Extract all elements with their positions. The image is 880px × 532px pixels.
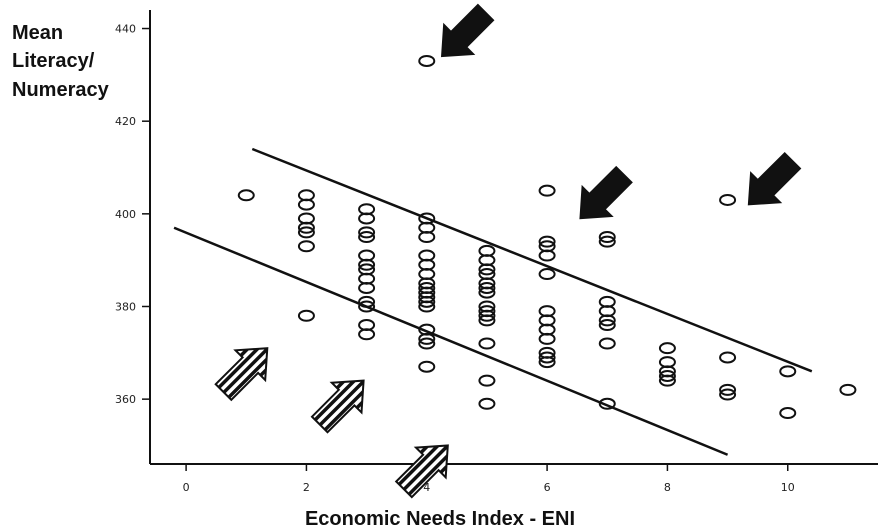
data-point <box>538 351 556 364</box>
data-point <box>297 309 315 322</box>
data-point <box>358 281 376 294</box>
data-point <box>658 374 676 387</box>
data-point <box>358 328 376 341</box>
data-point <box>358 295 376 308</box>
trend-line <box>251 147 813 373</box>
data-point <box>598 235 616 248</box>
data-point <box>719 193 737 206</box>
data-point <box>478 263 496 276</box>
data-point <box>538 268 556 281</box>
striped-arrow <box>310 379 365 434</box>
data-point <box>538 184 556 197</box>
data-point <box>358 212 376 225</box>
x-axis-label: Economic Needs Index - ENI <box>304 508 576 530</box>
data-point <box>358 226 376 239</box>
x-tick-label: 2 <box>303 481 310 494</box>
data-point <box>478 309 496 322</box>
data-point <box>538 235 556 248</box>
striped-arrow <box>394 444 449 499</box>
data-point <box>779 407 797 420</box>
data-point <box>418 300 436 313</box>
y-axis-label-line-3: Numeracy <box>12 79 109 101</box>
data-point <box>418 295 436 308</box>
y-tick-label: 420 <box>115 115 136 128</box>
data-point <box>297 226 315 239</box>
data-point <box>719 351 737 364</box>
y-tick-label: 400 <box>115 208 136 221</box>
data-point <box>358 300 376 313</box>
data-point <box>297 240 315 253</box>
data-point <box>658 342 676 355</box>
y-tick-label: 360 <box>115 393 136 406</box>
solid-arrow <box>579 165 633 220</box>
data-point <box>598 231 616 243</box>
x-tick-label: 8 <box>664 481 671 494</box>
data-point <box>478 397 496 410</box>
data-point <box>538 332 556 345</box>
solid-arrow <box>440 3 495 58</box>
data-point <box>358 231 376 243</box>
data-point <box>418 231 436 243</box>
data-point <box>358 258 376 271</box>
x-tick-label: 6 <box>544 481 551 494</box>
y-tick-label: 380 <box>115 300 136 313</box>
data-point <box>297 221 315 234</box>
x-tick-label: 0 <box>183 481 190 494</box>
data-point <box>719 383 737 396</box>
x-tick-label: 4 <box>423 481 430 494</box>
trend-line <box>173 226 729 456</box>
data-point <box>478 337 496 350</box>
data-point <box>598 314 616 327</box>
data-point <box>719 388 737 401</box>
y-axis-label-line-2: Literacy/ <box>12 50 95 72</box>
data-point <box>598 319 616 332</box>
data-point <box>779 365 797 378</box>
data-point <box>418 360 436 373</box>
x-tick-label: 10 <box>781 481 795 494</box>
data-point <box>538 249 556 262</box>
data-point <box>478 374 496 387</box>
data-point <box>658 369 676 382</box>
data-point <box>538 356 556 369</box>
data-point <box>418 337 436 350</box>
data-point <box>598 397 616 410</box>
solid-arrow <box>747 151 802 206</box>
y-axis-label-line-1: Mean <box>12 22 64 44</box>
y-tick-label: 440 <box>115 23 136 36</box>
data-point <box>478 286 496 299</box>
data-point <box>839 383 857 396</box>
data-point <box>478 281 496 294</box>
data-point <box>297 198 315 211</box>
data-point <box>418 54 436 67</box>
data-point <box>418 332 436 345</box>
data-point <box>237 189 255 202</box>
data-point <box>598 337 616 350</box>
striped-arrow <box>214 347 269 402</box>
data-point <box>478 314 496 327</box>
